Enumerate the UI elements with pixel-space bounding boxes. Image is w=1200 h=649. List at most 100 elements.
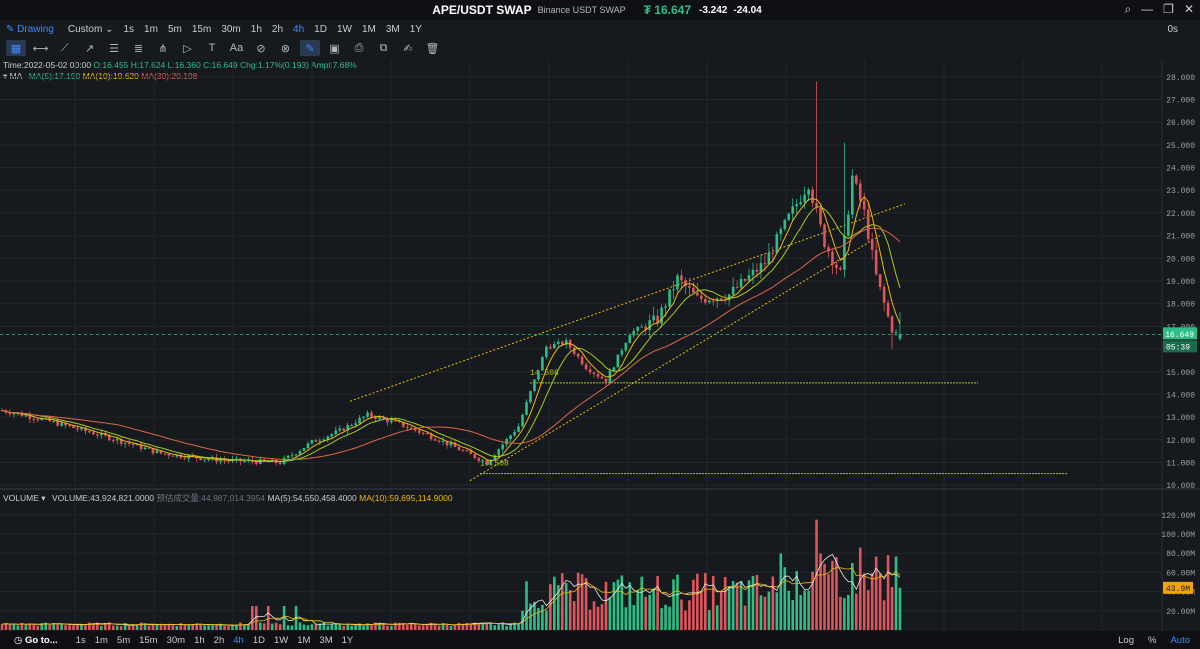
timeframe-top-3M[interactable]: 3M [385,23,400,35]
timeframe-top-1Y[interactable]: 1Y [409,23,422,35]
last-price: ₮ 16.647 [643,3,692,17]
candle-body [652,315,655,321]
timeframe-top-1h[interactable]: 1h [250,23,262,35]
timeframe-bottom-30m[interactable]: 30m [166,634,186,646]
ohlc-close: C:16.649 [203,60,238,70]
candle-body [243,460,246,462]
volume-bar [437,625,441,630]
timeframe-bottom-1M[interactable]: 1M [297,634,311,646]
minimize-icon[interactable]: — [1141,2,1154,16]
candle-body [493,455,497,460]
volume-bar [262,623,266,630]
timeframe-top-1D[interactable]: 1D [314,23,327,35]
timeframe-top-30m[interactable]: 30m [221,23,241,35]
note-tool-icon[interactable]: ✍ [403,42,413,55]
percent-toggle[interactable]: % [1148,634,1157,646]
cursor-tool-icon[interactable]: ▦ [6,40,26,56]
timeframe-bottom-2h[interactable]: 2h [213,634,225,646]
timeframe-bottom-4h[interactable]: 4h [233,634,244,646]
candle-body [815,202,818,208]
candle-body [306,443,310,449]
brush-tool-icon[interactable]: Aa [229,42,244,54]
timeframe-top-4h[interactable]: 4h [293,23,305,35]
magnet-tool-icon[interactable]: ✎ [300,40,320,56]
timeframe-bottom-1h[interactable]: 1h [194,634,205,646]
search-icon[interactable]: ⌕ [1124,2,1132,16]
ma-dropdown-icon[interactable]: ▾ [3,71,8,81]
timeframe-bottom-1W[interactable]: 1W [273,634,289,646]
volume-bar [378,622,381,630]
goto-button[interactable]: ◷ Go to... [14,634,58,646]
pitchfork-tool-icon[interactable]: ⋔ [158,42,168,55]
timeframe-bottom-1Y[interactable]: 1Y [341,634,354,646]
candle-body [783,219,787,230]
ohlc-chg: Chg:1.17%(0.193) [240,60,309,70]
volume-bar [322,622,326,630]
candle-body [676,275,679,290]
timeframe-top-5m[interactable]: 5m [167,23,182,35]
volume-bar [843,598,846,630]
candle-body [24,415,28,417]
volume-bar [533,601,536,630]
candle-body [326,436,330,440]
candle-body [72,426,75,429]
timeframe-top-1s[interactable]: 1s [123,23,135,35]
fib-tool-icon[interactable]: ≣ [133,42,144,55]
auto-toggle[interactable]: Auto [1170,634,1190,646]
volume-bar [874,556,878,630]
timeframe-bottom-1s[interactable]: 1s [75,634,86,646]
volume-bar [767,591,771,630]
log-toggle[interactable]: Log [1118,634,1134,646]
drawing-toggle[interactable]: ✎ Drawing [6,23,54,35]
candle-body [111,440,115,442]
channel-tool-icon[interactable]: ☰ [109,42,119,55]
candle-body [64,422,67,426]
timeframe-bottom-5m[interactable]: 5m [116,634,131,646]
volume-bar [505,626,508,630]
timeframe-bottom-1D[interactable]: 1D [252,634,265,646]
timeframe-top-15m[interactable]: 15m [191,23,212,35]
timeframe-top-2h[interactable]: 2h [271,23,284,35]
trend-tool-icon[interactable]: ⟋ [61,41,69,54]
timeframe-bottom-15m[interactable]: 15m [139,634,158,646]
timeframe-top-1M[interactable]: 1M [361,23,376,35]
restore-icon[interactable]: ❐ [1163,2,1174,16]
lock-tool-icon[interactable]: ▣ [329,42,340,55]
ray-tool-icon[interactable]: ↗ [84,42,95,55]
pencil-tool-icon[interactable]: ⊗ [280,42,291,55]
custom-dropdown[interactable]: Custom ⌄ [67,23,114,35]
volume-bar [32,624,36,630]
volume-ma10-line [1,567,901,626]
timeframe-bottom-1m[interactable]: 1m [94,634,108,646]
eraser-tool-icon[interactable]: ⊘ [256,42,266,55]
timeframe-top-1m[interactable]: 1m [144,23,158,35]
candle-body [127,442,131,444]
volume-bar [803,590,806,630]
delete-tool-icon[interactable]: 🗑 [425,42,440,55]
ohlc-time: Time:2022-05-02 00:00 [3,60,92,70]
candle-body [191,455,195,457]
timeframe-top-1W[interactable]: 1W [336,23,352,35]
candle-body [711,300,715,302]
candle-body [696,292,699,296]
candle-body [592,372,596,374]
candle-body [290,455,294,457]
hline-tool-icon[interactable]: ⟷ [32,42,49,55]
measure-tool-icon[interactable]: ▷ [183,42,192,55]
text-tool-icon[interactable]: T [208,42,216,54]
candle-body [819,207,822,225]
volume-bar [564,583,568,630]
volume-dropdown-icon[interactable]: ▾ [41,493,46,503]
candle-body [302,448,306,451]
close-icon[interactable]: ✕ [1183,2,1194,16]
volume-bar [394,622,397,630]
candle-body [370,412,373,417]
volume-bar [139,622,143,630]
clone-tool-icon[interactable]: ⧉ [379,41,388,54]
level-label: 10.508 [480,460,509,469]
volume-bar [346,623,349,630]
volume-bar [421,625,425,630]
copy-tool-icon[interactable]: ⎙ [354,41,364,54]
timeframe-bottom-3M[interactable]: 3M [319,634,333,646]
